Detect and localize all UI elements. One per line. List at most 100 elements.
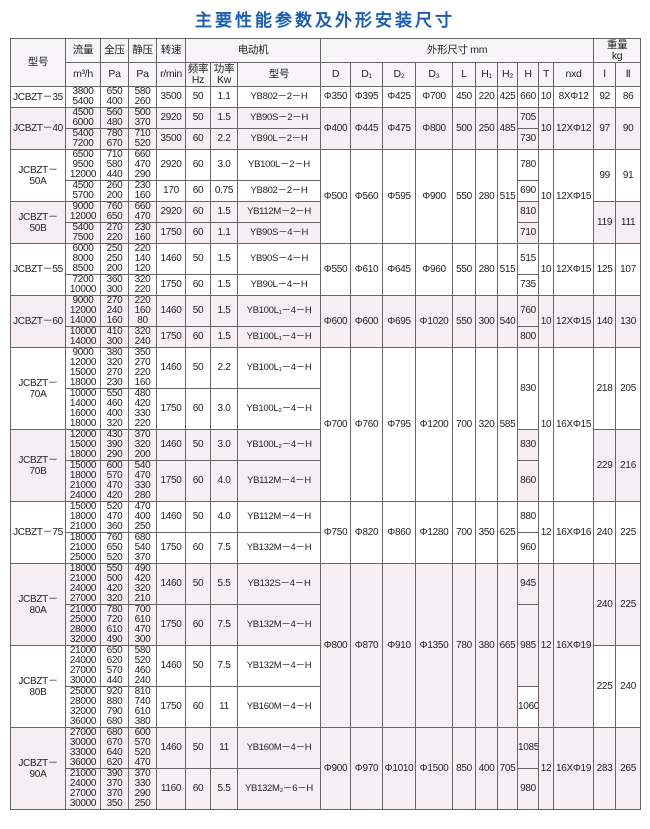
dimension: 320	[475, 347, 499, 502]
value-line: 210	[134, 593, 151, 604]
total-pressure: 250 250 200	[100, 243, 129, 275]
value-line: 390	[106, 439, 123, 450]
value-line: 6000	[72, 117, 94, 128]
value-line: 220	[134, 295, 151, 306]
value-line: 160	[134, 190, 151, 201]
weight: 107	[615, 243, 642, 296]
table-row: JCBZT－50A 6500 9500 12000 710 580 440 660 470 290…	[10, 149, 642, 244]
value-line: 710	[134, 128, 151, 139]
static-pressure: 320 220	[128, 274, 157, 296]
weight: 218	[593, 347, 617, 430]
value-line: 780	[106, 604, 123, 615]
value-line: 670	[106, 138, 123, 149]
motor-model: YB90S－4－H	[236, 222, 322, 244]
table-row: 5400 7500 270 220 230 160 1750 60 1.1 YB90S－4－H 71…	[11, 222, 641, 244]
speed: 2920	[156, 149, 186, 181]
header-cell: 全压	[100, 38, 129, 63]
dimension: 12	[538, 727, 555, 810]
value-line: 470	[106, 480, 123, 491]
value-line: 14000	[69, 315, 97, 326]
value-line: 370	[134, 429, 151, 440]
motor-model: YB160M－4－H	[236, 686, 322, 728]
value-line: 300	[106, 284, 123, 295]
table-row: JCBZT－40 4500 6000 560 480 500 370 2920 50 1.5 YB9…	[10, 107, 642, 150]
weight: 97	[593, 107, 617, 150]
total-pressure: 650 620 570 440	[100, 645, 129, 687]
value-line: 430	[106, 429, 123, 440]
value-line: 3800	[72, 86, 94, 97]
weight: 125	[593, 243, 617, 296]
height: 660	[517, 86, 540, 108]
dimension: 380	[475, 563, 499, 728]
flow: 6500 9500 12000	[65, 149, 101, 181]
power: 3.0	[210, 429, 238, 461]
value-line: 710	[106, 149, 123, 160]
value-line: 36000	[69, 757, 97, 768]
dimension: Φ1200	[415, 347, 454, 502]
value-line: 580	[134, 86, 151, 97]
weight: 216	[615, 429, 642, 502]
model-name: JCBZT－50B	[10, 201, 66, 244]
flow: 15000 18000 21000	[65, 501, 101, 533]
total-pressure: 410 300	[100, 326, 129, 348]
dimension: 585	[497, 347, 519, 502]
value-line: 12000	[69, 169, 97, 180]
static-pressure: 490 420 320 210	[128, 563, 157, 605]
static-pressure: 810 740 610 380	[128, 686, 157, 728]
flow: 21000 24000 27000 30000	[65, 645, 101, 687]
height: 780	[517, 149, 540, 181]
value-line: 390	[106, 768, 123, 779]
value-line: 24000	[69, 583, 97, 594]
height: 810	[517, 201, 540, 223]
value-line: 490	[134, 563, 151, 574]
value-line: 720	[106, 614, 123, 625]
value-line: 15000	[69, 460, 97, 471]
power: 2.2	[210, 347, 238, 389]
total-pressure: 680 670 640 620	[100, 727, 129, 769]
value-line: 5400	[72, 222, 94, 233]
dimension: Φ695	[382, 295, 417, 348]
dimension: Φ700	[320, 347, 352, 502]
speed: 1460	[156, 347, 186, 389]
value-line: 560	[106, 107, 123, 118]
static-pressure: 700 610 470 300	[128, 604, 157, 646]
speed: 3500	[156, 128, 186, 150]
dimension: Φ1020	[415, 295, 454, 348]
table-row: JCBZT－70A 9000 12000 15000 18000 380 320 270 230…	[10, 347, 642, 502]
frequency: 60	[185, 388, 211, 430]
height: 960	[517, 532, 540, 564]
static-pressure: 220 140 120	[128, 243, 157, 275]
speed: 1160	[156, 768, 186, 810]
static-pressure: 500 370	[128, 107, 157, 129]
value-line: 220	[134, 418, 151, 429]
height: 985	[517, 604, 540, 687]
table-row: JCBZT－75 15000 18000 21000 520 470 360 470 400 25…	[10, 501, 642, 564]
header-cell: 型号	[236, 62, 322, 87]
flow: 6000 8000 8500	[65, 243, 101, 275]
static-pressure: 710 520	[128, 128, 157, 150]
power: 0.75	[210, 180, 238, 202]
flow: 9000 12000 15000 18000	[65, 347, 101, 389]
dimension: Φ795	[382, 347, 417, 502]
header-cell: D₃	[415, 62, 454, 87]
dimension: 500	[452, 107, 477, 150]
speed: 1460	[156, 727, 186, 769]
value-line: 220	[134, 367, 151, 378]
header-cell: 功率 Kw	[210, 62, 238, 87]
total-pressure: 380 320 270 230	[100, 347, 129, 389]
total-pressure: 780 720 610 490	[100, 604, 129, 646]
weight: 265	[615, 727, 642, 810]
value-line: 21000	[69, 768, 97, 779]
value-line: 230	[134, 222, 151, 233]
height: 1060	[517, 686, 540, 728]
value-line: 810	[134, 686, 151, 697]
header-cell: D₁	[350, 62, 384, 87]
dimension: Φ395	[350, 86, 384, 108]
header-cell: D₂	[382, 62, 417, 87]
dimension: Φ700	[415, 86, 454, 108]
header-cell: nxd	[553, 62, 595, 87]
value-line: 5400	[72, 128, 94, 139]
weight: 91	[615, 149, 642, 202]
value-line: 18000	[69, 511, 97, 522]
header-cell: 外形尺寸 mm	[320, 38, 595, 63]
